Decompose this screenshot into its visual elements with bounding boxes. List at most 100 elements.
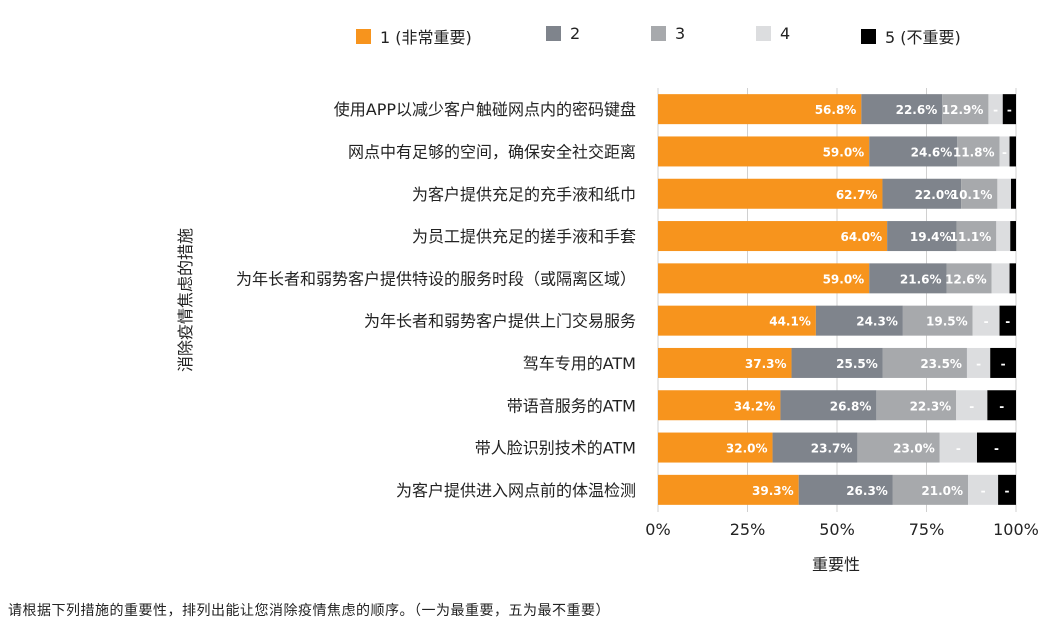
bar-segment bbox=[869, 136, 958, 167]
bar-segment bbox=[815, 305, 903, 336]
bar-value-label: 34.2% bbox=[734, 399, 776, 413]
x-tick-label: 100% bbox=[993, 520, 1039, 539]
bar-segment bbox=[658, 432, 773, 463]
bar-value-label: - bbox=[981, 484, 986, 498]
legend-label-1: 1 (非常重要) bbox=[380, 28, 472, 47]
legend-item-2: 2 bbox=[546, 24, 580, 43]
bar-segment bbox=[1009, 263, 1016, 294]
bar-segment bbox=[976, 432, 1016, 463]
bar-segment bbox=[892, 474, 969, 505]
legend-swatch-2 bbox=[546, 26, 561, 41]
bar-segment bbox=[942, 94, 989, 125]
bar-value-label: - bbox=[976, 357, 981, 371]
bar-value-label: 59.0% bbox=[823, 272, 865, 286]
bar-value-label: 62.7% bbox=[836, 188, 878, 202]
category-label: 为年长者和弱势客户提供上门交易服务 bbox=[364, 312, 636, 331]
bar-value-label: - bbox=[999, 399, 1004, 413]
x-tick-label: 25% bbox=[730, 520, 766, 539]
bar-value-label: 22.3% bbox=[910, 399, 952, 413]
bar-segment bbox=[791, 347, 883, 378]
bar-segment bbox=[658, 221, 888, 252]
x-tick-label: 0% bbox=[645, 520, 670, 539]
bar-value-label: 11.8% bbox=[953, 145, 995, 159]
bar-segment bbox=[999, 136, 1010, 167]
bar-segment bbox=[987, 390, 1016, 421]
legend-item-1: 1 (非常重要) bbox=[356, 24, 472, 48]
bar-value-label: 12.9% bbox=[942, 103, 984, 117]
bar-value-label: 22.6% bbox=[896, 103, 938, 117]
y-axis-title: 消除疫情焦虑的措施 bbox=[176, 228, 195, 372]
bar-value-label: - bbox=[1005, 484, 1010, 498]
bar-value-label: 22.0% bbox=[915, 188, 957, 202]
bar-value-label: 19.5% bbox=[926, 315, 968, 329]
x-tick-labels-layer: 0% 25% 50% 75% 100% bbox=[645, 520, 1039, 539]
bar-value-label: 23.5% bbox=[920, 357, 962, 371]
category-labels-layer: 使用APP以减少客户触碰网点内的密码键盘网点中有足够的空间，确保安全社交距离为客… bbox=[236, 100, 636, 500]
legend-swatch-1 bbox=[356, 28, 371, 44]
bar-segment bbox=[966, 347, 991, 378]
bar-value-label: 23.0% bbox=[893, 442, 935, 456]
bar-segment bbox=[988, 94, 1003, 125]
bar-segment bbox=[1010, 178, 1016, 209]
bar-value-label: 24.3% bbox=[856, 315, 898, 329]
bar-value-label: 21.0% bbox=[921, 484, 963, 498]
bar-segment bbox=[798, 474, 893, 505]
bar-segment bbox=[882, 347, 967, 378]
bar-value-label: 19.4% bbox=[910, 230, 952, 244]
bar-value-label: 56.8% bbox=[815, 103, 857, 117]
bar-segment bbox=[956, 221, 997, 252]
category-label: 带人脸识别技术的ATM bbox=[475, 439, 636, 458]
bar-segment bbox=[939, 432, 977, 463]
category-label: 使用APP以减少客户触碰网点内的密码键盘 bbox=[334, 100, 636, 119]
bar-value-label: - bbox=[993, 103, 998, 117]
bar-segment bbox=[780, 390, 877, 421]
bar-value-label: 21.6% bbox=[900, 272, 942, 286]
legend-item-3: 3 bbox=[651, 24, 685, 43]
bar-value-label: 32.0% bbox=[726, 442, 768, 456]
bar-value-label: 26.3% bbox=[846, 484, 888, 498]
bar-segment bbox=[999, 305, 1016, 336]
bar-segment bbox=[956, 390, 988, 421]
category-label: 带语音服务的ATM bbox=[507, 396, 636, 415]
bar-segment bbox=[658, 390, 781, 421]
bar-segment bbox=[990, 347, 1016, 378]
bar-segment bbox=[1010, 221, 1016, 252]
bar-value-label: 64.0% bbox=[840, 230, 882, 244]
bar-value-label: - bbox=[984, 315, 989, 329]
legend-swatch-5 bbox=[861, 28, 876, 44]
bar-value-label: 11.1% bbox=[950, 230, 992, 244]
bar-value-label: 23.7% bbox=[811, 442, 853, 456]
bar-value-label: 39.3% bbox=[752, 484, 794, 498]
bar-value-label: - bbox=[994, 442, 999, 456]
legend-swatch-3 bbox=[651, 26, 666, 41]
bar-segment bbox=[876, 390, 957, 421]
chart-legend: 1 (非常重要) 2 3 4 5 (不重要) bbox=[0, 24, 1050, 50]
bar-segment bbox=[902, 305, 973, 336]
bar-value-label: 26.8% bbox=[830, 399, 872, 413]
bar-segment bbox=[961, 178, 998, 209]
legend-label-4: 4 bbox=[780, 24, 791, 43]
legend-item-5: 5 (不重要) bbox=[861, 24, 961, 48]
bar-segment bbox=[658, 347, 792, 378]
legend-label-3: 3 bbox=[675, 24, 686, 43]
legend-item-4: 4 bbox=[756, 24, 790, 43]
bar-segment bbox=[997, 178, 1011, 209]
x-tick-label: 75% bbox=[909, 520, 945, 539]
bar-segment bbox=[658, 94, 862, 125]
bar-value-label: 10.1% bbox=[951, 188, 993, 202]
bar-value-label: 25.5% bbox=[836, 357, 878, 371]
bar-value-label: - bbox=[1007, 103, 1012, 117]
bar-value-label: 12.6% bbox=[945, 272, 987, 286]
bar-segment bbox=[972, 305, 1000, 336]
bar-segment bbox=[658, 474, 799, 505]
bar-segment bbox=[882, 178, 962, 209]
bar-value-label: - bbox=[1001, 357, 1006, 371]
x-tick-label: 50% bbox=[819, 520, 855, 539]
bar-segment bbox=[869, 263, 947, 294]
bar-segment bbox=[658, 263, 870, 294]
bar-value-label: 59.0% bbox=[823, 145, 865, 159]
value-labels-layer: 56.8% 22.6% 12.9% - -59.0% 24.6% 11.8% -62.7% 22… bbox=[726, 103, 1012, 498]
bar-segment bbox=[996, 221, 1011, 252]
